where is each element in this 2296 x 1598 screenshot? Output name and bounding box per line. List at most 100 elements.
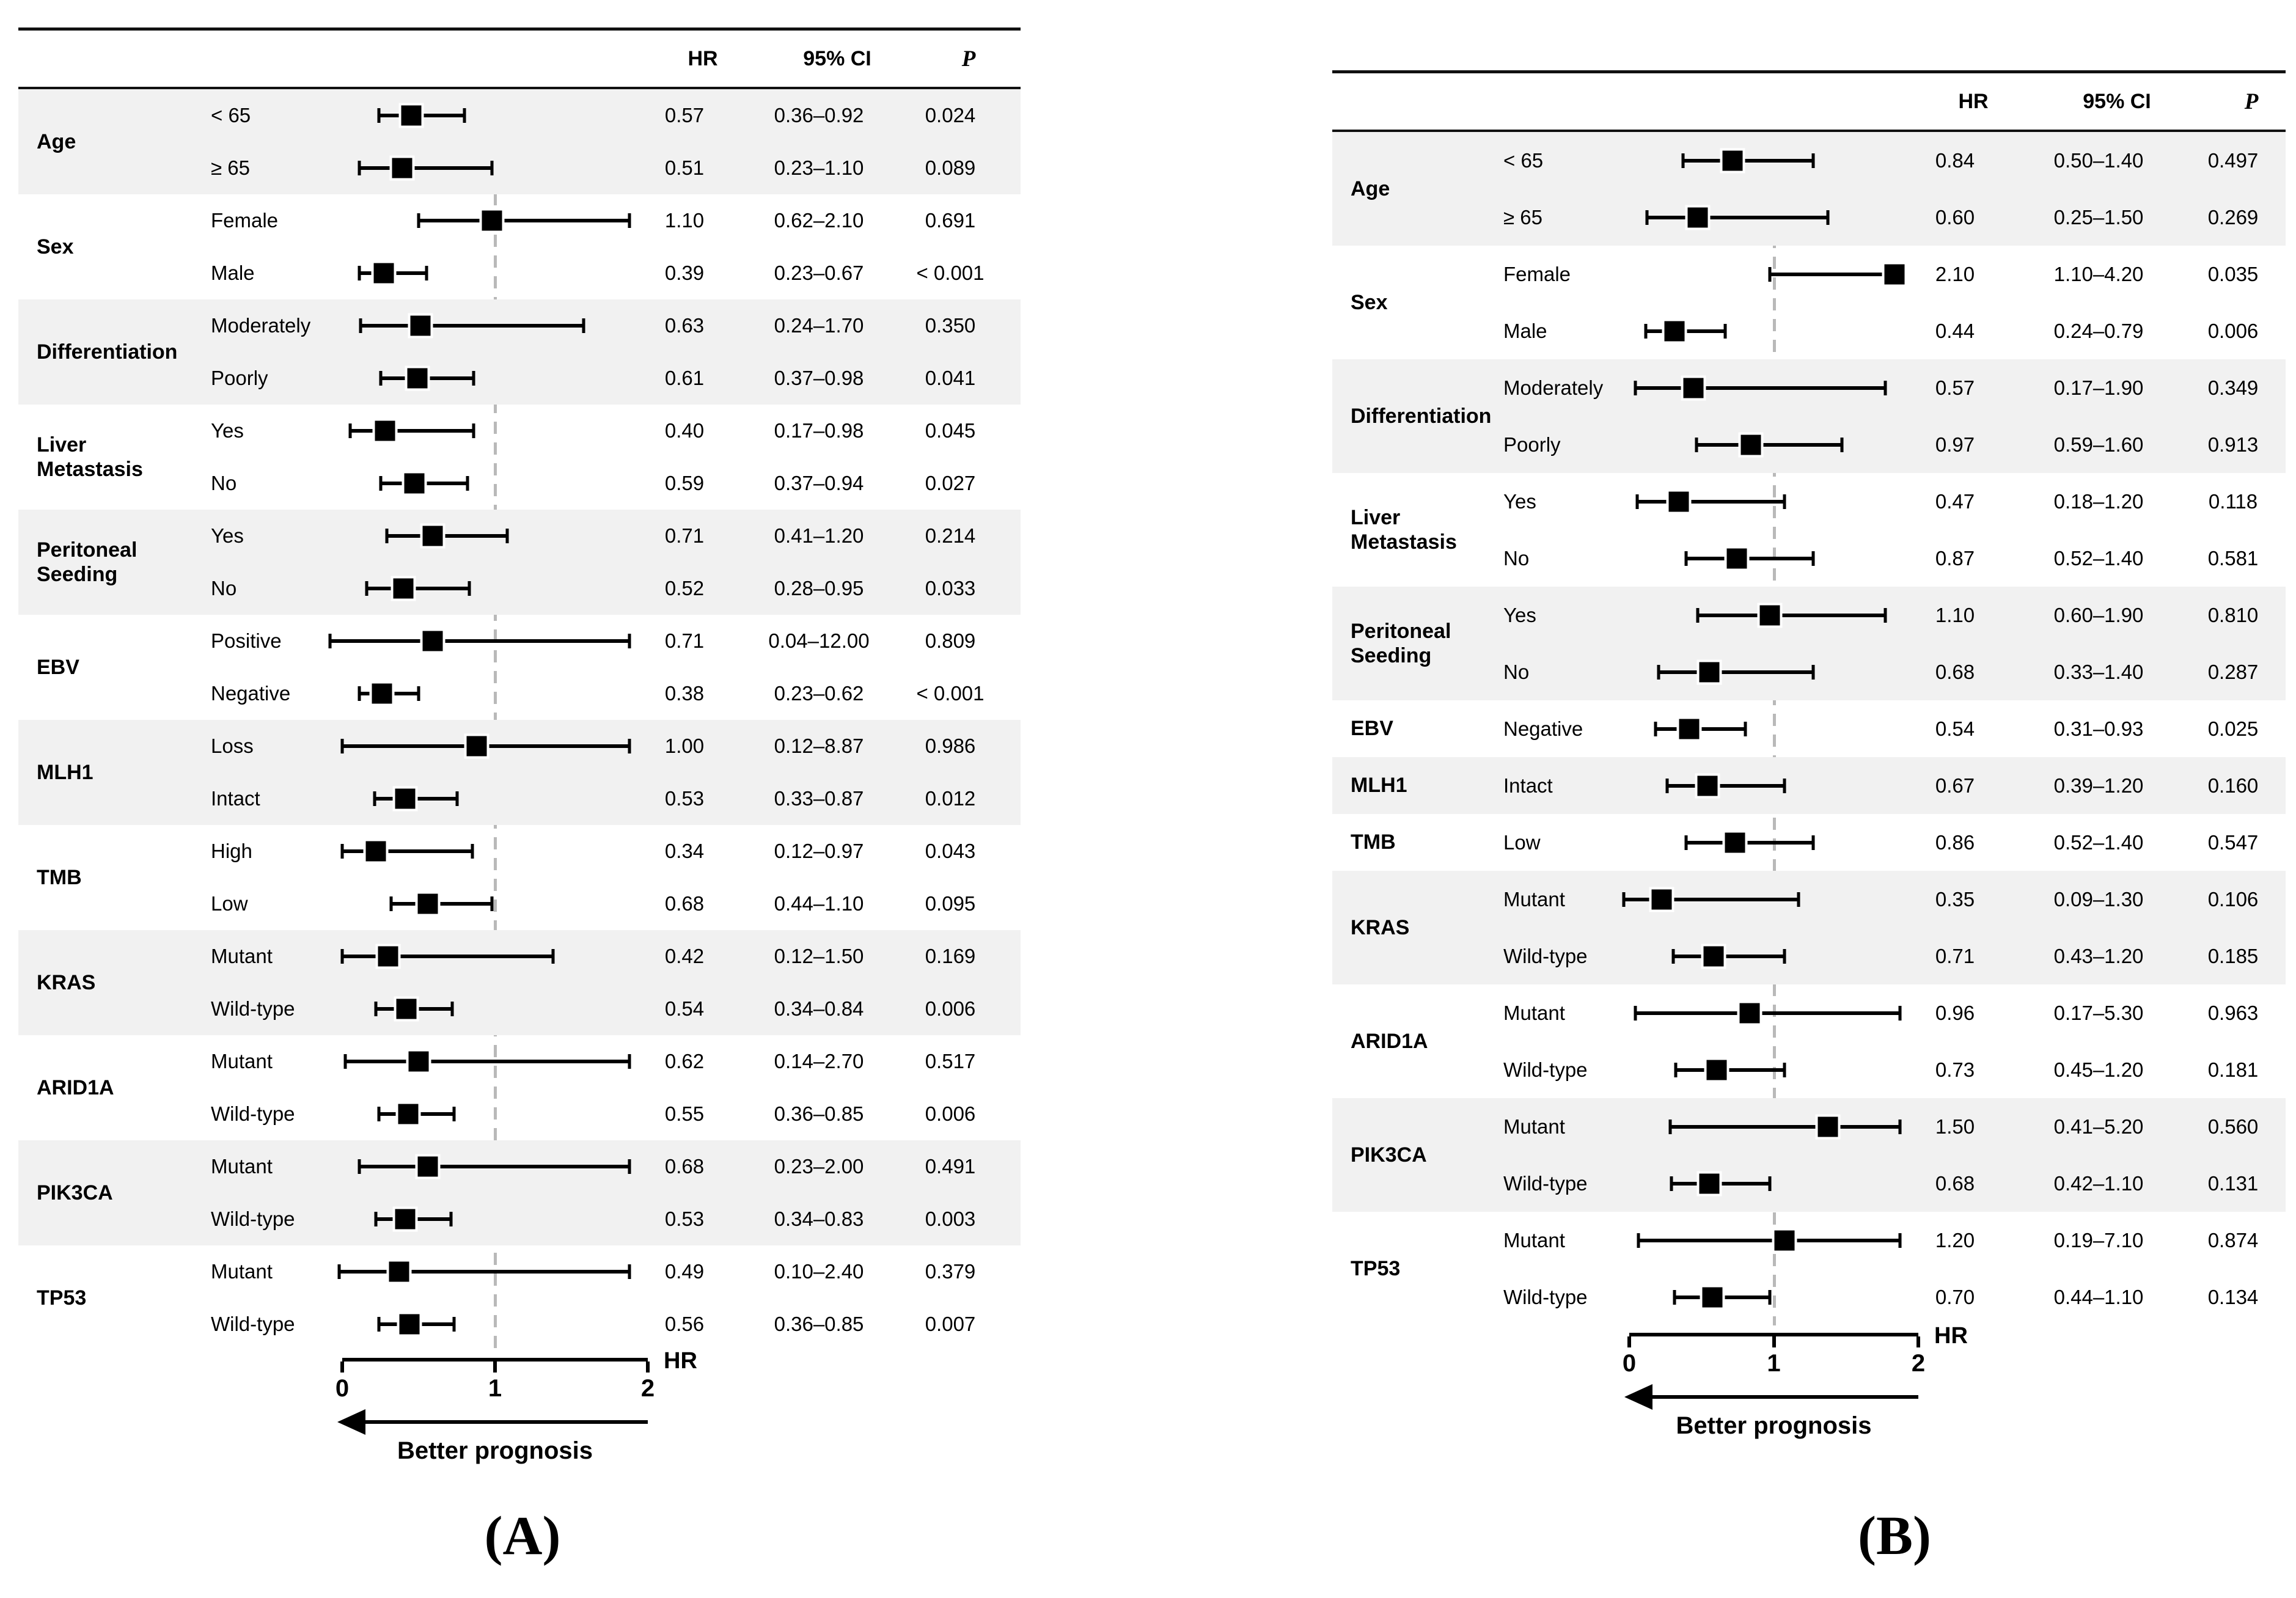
forest-row: Male 0.39 0.23–0.67 < 0.001 [205,247,1021,299]
ci-cap-left [379,371,382,386]
hr-value: 0.47 [1935,489,1975,513]
ci-cap-left [1644,323,1648,339]
variable-group: ARID1A Mutant 0.96 0.17–5.30 0.963 Wild-type 0… [1332,984,2286,1098]
ci-whisker [419,219,629,222]
group-rows: < 65 0.57 0.36–0.92 0.024 ≥ 65 0.51 0.23–1.10 0… [205,89,1021,194]
hr-value: 0.42 [664,945,705,967]
category-label: MLH1 [37,760,94,784]
subgroup-label: Intact [1503,774,1553,797]
ci-whisker [1638,1238,1900,1242]
variable-group: Peritoneal Seeding Yes 1.10 0.60–1.90 0.810 N… [1332,587,2286,700]
plot-cell [324,772,629,825]
ci-value: 0.43–1.20 [2053,944,2144,967]
column-header-row: HR 95% CI P [18,31,1021,87]
forest-plot-panel-b: HR 95% CI P Age < 65 0.84 0.50–1.40 0.497 ≥ 65 0.… [1332,52,2286,1440]
group-rows: Yes 0.47 0.18–1.20 0.118 No 0.87 0.52–1.40 0.58… [1497,473,2286,587]
ci-value: 0.39–1.20 [2053,774,2144,797]
plot-cell [324,825,629,878]
hr-point-marker [1681,375,1706,400]
forest-row: Poorly 0.97 0.59–1.60 0.913 [1497,416,2286,473]
ci-cap-left [328,634,332,648]
axis-tick-label: 2 [1911,1350,1926,1377]
plot-cell [1611,1041,1900,1098]
p-value: 0.214 [925,524,976,547]
ci-cap-left [1634,1005,1637,1021]
ci-whisker [330,639,629,643]
p-value: 0.269 [2207,205,2259,229]
forest-row: No 0.52 0.28–0.95 0.033 [205,562,1021,615]
plot-cell [1611,587,1900,643]
hr-point-marker [1757,603,1783,628]
column-header-hr: HR [1958,89,1989,113]
hr-point-marker [375,944,401,969]
group-rows: Mutant 0.68 0.23–2.00 0.491 Wild-type 0.53 0.3… [205,1140,1021,1245]
subgroup-label: No [1503,546,1530,570]
subgroup-label: Wild-type [1503,944,1588,967]
subgroup-label: Yes [1503,489,1536,513]
category-label: Age [1351,177,1390,200]
hr-point-marker [369,681,395,706]
category-label: Liver Metastasis [37,433,143,481]
ci-cap-left [1695,437,1698,452]
plot-cell [324,405,629,457]
forest-row: Male 0.44 0.24–0.79 0.006 [1497,302,2286,359]
better-prognosis-arrow [337,1409,648,1435]
ci-whisker [1624,897,1799,901]
variable-group: Peritoneal Seeding Yes 0.71 0.41–1.20 0.214 N… [18,510,1021,615]
hr-value: 0.71 [1935,944,1975,967]
p-value: 0.106 [2207,887,2259,911]
ci-cap-right [1898,1005,1902,1021]
p-value: 0.012 [925,787,976,810]
ci-cap-right [472,423,475,438]
forest-row: < 65 0.84 0.50–1.40 0.497 [1497,132,2286,189]
forest-row: Intact 0.67 0.39–1.20 0.160 [1497,757,2286,814]
subgroup-label: Mutant [1503,1228,1565,1252]
hr-point-marker [1662,318,1687,343]
hr-point-marker [408,313,433,339]
ci-cap-right [490,896,494,911]
plot-cell [1611,984,1902,1041]
forest-row: Wild-type 0.70 0.44–1.10 0.134 [1497,1269,2286,1325]
hr-value: 0.35 [1935,887,1975,911]
plot-cell [1611,1269,1900,1325]
ci-value: 0.25–1.50 [2053,205,2144,229]
hr-value: 0.51 [664,156,705,179]
hr-value: 0.84 [1935,148,1975,172]
category-label: Peritoneal Seeding [1351,619,1451,667]
ci-cap-left [417,213,420,228]
ci-cap-right [628,739,631,753]
category-label: Sex [37,235,74,258]
subgroup-label: Mutant [211,945,273,967]
ci-cap-left [1681,153,1685,168]
forest-row: Wild-type 0.71 0.43–1.20 0.185 [1497,928,2286,984]
forest-row: Positive 0.71 0.04–12.00 0.809 [205,615,1021,667]
ci-value: 0.44–1.10 [2053,1285,2144,1308]
hr-point-marker [406,1049,431,1074]
hr-value: 0.54 [664,997,705,1020]
ci-cap-right [417,686,420,701]
ci-cap-left [377,1317,381,1332]
ci-cap-right [628,213,631,228]
group-rows: Yes 0.71 0.41–1.20 0.214 No 0.52 0.28–0.95 0.03… [205,510,1021,615]
ci-cap-right [551,949,555,964]
forest-row: Mutant 1.50 0.41–5.20 0.560 [1497,1098,2286,1155]
p-value: 0.517 [925,1050,976,1072]
plot-cell [324,247,629,299]
p-value: 0.025 [2207,717,2259,740]
forest-row: Loss 1.00 0.12–8.87 0.986 [205,720,1021,772]
hr-value: 1.00 [664,735,705,757]
forest-row: No 0.68 0.33–1.40 0.287 [1497,643,2286,700]
subgroup-label: No [211,472,237,494]
p-value: 0.350 [925,314,976,337]
hr-value: 0.96 [1935,1001,1975,1024]
plot-cell [324,615,631,667]
variable-group: Sex Female 1.10 0.62–2.10 0.691 Male 0.39 0.23–… [18,194,1021,299]
subgroup-label: Yes [1503,603,1536,626]
p-value: 0.874 [2207,1228,2259,1252]
p-value: 0.045 [925,419,976,442]
ci-whisker [1696,442,1843,447]
group-rows: Loss 1.00 0.12–8.87 0.986 Intact 0.53 0.33–0.8… [205,720,1021,825]
hr-value: 0.67 [1935,774,1975,797]
p-value: 0.118 [2208,489,2258,513]
ci-cap-left [340,739,344,753]
